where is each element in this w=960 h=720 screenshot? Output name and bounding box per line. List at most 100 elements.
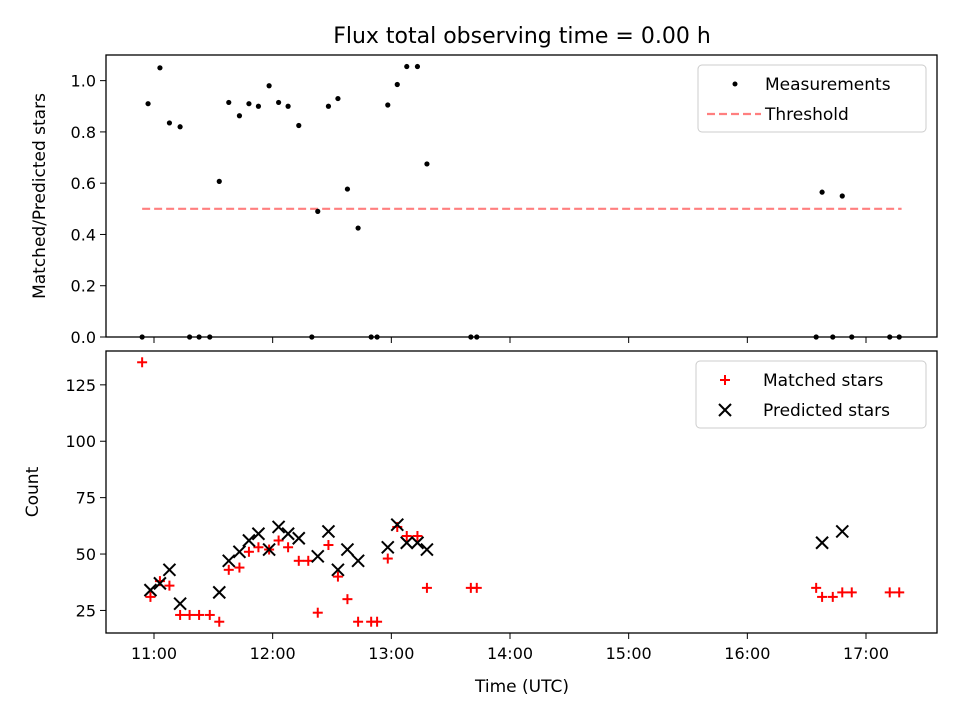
legend-predicted-marker	[718, 403, 732, 417]
matched-star-point	[811, 582, 822, 593]
measurement-point	[216, 178, 222, 184]
measurement-point	[414, 63, 421, 70]
matched-star-point	[164, 580, 175, 591]
x-axis-label: Time (UTC)	[474, 677, 569, 697]
x-tick-label: 17:00	[843, 644, 889, 663]
top-legend: Measurements Threshold	[697, 64, 927, 133]
measurement-point	[246, 101, 252, 107]
top-y-tick-label: 0.8	[71, 123, 96, 142]
predicted-star-point	[815, 536, 829, 550]
matched-star-point	[175, 609, 186, 620]
predicted-star-point	[153, 576, 167, 591]
measurement-point	[166, 120, 173, 126]
legend-matched-marker	[720, 375, 730, 385]
measurement-point	[344, 186, 351, 192]
matched-star-point	[817, 591, 828, 602]
predicted-star-point	[390, 518, 404, 532]
top-y-tick-label: 0.2	[71, 277, 96, 296]
top-legend-box	[697, 64, 927, 133]
bottom-legend-box	[695, 360, 927, 429]
x-tick-label: 11:00	[131, 644, 177, 663]
top-axes-frame	[105, 54, 938, 338]
predicted-star-point	[262, 542, 276, 557]
x-tick-label: 16:00	[724, 644, 770, 663]
matched-star-point	[471, 582, 482, 593]
measurement-point	[157, 65, 163, 71]
top-y-tick-label: 1.0	[71, 72, 96, 91]
measurement-point	[276, 99, 282, 106]
predicted-star-point	[292, 531, 306, 545]
measurement-point	[325, 103, 332, 109]
matched-star-point	[234, 562, 245, 573]
bottom-axes-frame	[105, 350, 938, 634]
predicted-star-point	[162, 563, 177, 577]
matched-star-point	[332, 571, 343, 582]
matched-star-point	[273, 535, 284, 546]
matched-star-point	[412, 530, 423, 541]
predicted-star-point	[281, 527, 295, 541]
bottom-y-tick-label: 25	[76, 601, 96, 620]
x-tick-label: 12:00	[250, 644, 296, 663]
predicted-star-point	[251, 527, 266, 541]
predicted-star-point	[242, 533, 256, 548]
matched-star-point	[184, 609, 195, 620]
measurement-point	[819, 189, 825, 195]
matched-star-point	[293, 555, 304, 566]
x-tick-label: 13:00	[368, 644, 414, 663]
matched-star-point	[312, 607, 323, 618]
measurement-point	[424, 161, 430, 167]
measurement-point	[296, 122, 302, 129]
matched-star-point	[372, 616, 383, 627]
predicted-star-point	[311, 549, 325, 564]
legend-threshold-label: Threshold	[764, 105, 849, 125]
legend-predicted-label: Predicted stars	[763, 401, 890, 421]
matched-star-point	[846, 587, 857, 598]
top-y-axis-label: Matched/Predicted stars	[30, 93, 50, 299]
legend-measurements-label: Measurements	[765, 75, 891, 95]
measurement-point	[315, 208, 321, 214]
matched-star-point	[145, 591, 156, 602]
predicted-star-point	[400, 536, 414, 550]
predicted-star-point	[410, 536, 425, 550]
top-y-tick-label: 0.6	[71, 174, 96, 193]
measurement-point	[404, 63, 410, 70]
matched-star-point	[837, 587, 848, 598]
predicted-star-point	[212, 585, 226, 600]
predicted-star-point	[381, 540, 395, 554]
bottom-legend: Matched stars Predicted stars	[695, 360, 927, 429]
matched-star-point	[214, 616, 225, 627]
predicted-star-point	[232, 545, 247, 559]
matched-star-point	[253, 542, 264, 553]
measurement-point	[266, 83, 272, 89]
predicted-star-point	[351, 554, 365, 568]
matched-star-point	[342, 594, 353, 605]
measurement-point	[394, 81, 400, 88]
matched-star-point	[401, 530, 412, 541]
bottom-y-axis-label: Count	[23, 466, 43, 517]
predicted-star-point	[143, 583, 158, 597]
bottom-panel: 25 50 75 100 125 11:00 12:00 13:00 14:00 15:00 16…	[23, 350, 938, 697]
top-panel: 0.0 0.2 0.4 0.6 0.8 1.0 Matched/Predicted sta…	[30, 54, 938, 347]
bottom-y-tick-label: 125	[65, 376, 96, 395]
legend-matched-label: Matched stars	[763, 371, 883, 391]
predicted-star-point	[173, 596, 187, 611]
x-tick-label: 15:00	[606, 644, 652, 663]
matched-star-point	[421, 582, 432, 593]
predicted-star-point	[340, 542, 355, 557]
predicted-star-point	[321, 524, 336, 539]
matched-star-point	[827, 591, 838, 602]
measurement-point	[335, 95, 341, 102]
matched-star-point	[283, 542, 294, 553]
x-tick-label: 14:00	[487, 644, 533, 663]
matched-star-point	[137, 357, 148, 368]
measurement-point	[285, 103, 291, 109]
matched-star-point	[884, 587, 895, 598]
chart-title: Flux total observing time = 0.00 h	[333, 24, 711, 49]
matched-star-point	[353, 616, 364, 627]
measurement-point	[839, 193, 845, 199]
bottom-y-tick-label: 50	[76, 545, 96, 564]
measurement-point	[355, 225, 361, 231]
measurement-point	[177, 124, 183, 130]
predicted-star-point	[331, 563, 345, 577]
